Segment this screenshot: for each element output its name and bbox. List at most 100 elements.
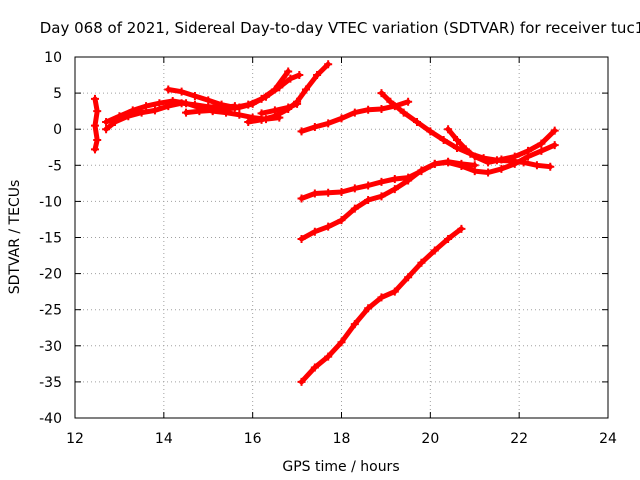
data-point-marker xyxy=(457,159,466,168)
y-tick-label: 10 xyxy=(44,50,62,66)
data-point-marker xyxy=(284,67,293,76)
axis-ticks xyxy=(74,56,609,419)
data-point-marker xyxy=(310,227,319,236)
y-tick-label: -20 xyxy=(39,267,62,283)
data-point-marker xyxy=(377,104,386,113)
data-point-marker xyxy=(452,143,461,152)
data-point-marker xyxy=(275,83,284,92)
data-point-marker xyxy=(297,234,306,243)
data-point-marker xyxy=(115,112,124,121)
data-point-marker xyxy=(324,222,333,231)
data-point-marker xyxy=(297,127,306,136)
data-point-marker xyxy=(350,108,359,117)
data-point-marker xyxy=(235,103,244,112)
data-point-marker xyxy=(284,103,293,112)
data-point-marker xyxy=(537,146,546,155)
data-point-marker xyxy=(261,92,270,101)
data-point-marker xyxy=(510,159,519,168)
data-point-marker xyxy=(297,377,306,386)
data-point-marker xyxy=(324,352,333,361)
data-point-marker xyxy=(444,157,453,166)
data-point-marker xyxy=(310,363,319,372)
data-point-marker xyxy=(235,110,244,119)
data-point-marker xyxy=(444,125,453,134)
series-arc-10 xyxy=(445,126,558,165)
data-point-marker xyxy=(337,188,346,197)
y-tick-label: -15 xyxy=(39,231,62,247)
data-point-marker xyxy=(413,117,422,126)
data-point-marker xyxy=(286,74,295,83)
data-point-marker xyxy=(310,189,319,198)
data-point-marker xyxy=(295,71,304,80)
data-point-marker xyxy=(404,273,413,282)
data-point-marker xyxy=(377,177,386,186)
data-point-marker xyxy=(537,139,546,148)
x-tick-label: 20 xyxy=(421,431,439,447)
data-point-marker xyxy=(297,194,306,203)
x-tick-labels: 12 14 16 18 20 22 24 xyxy=(66,431,617,447)
data-point-marker xyxy=(90,145,99,154)
data-point-marker xyxy=(364,181,373,190)
data-point-marker xyxy=(90,121,99,130)
data-point-marker xyxy=(350,204,359,213)
data-point-marker xyxy=(324,60,333,69)
data-point-marker xyxy=(524,152,533,161)
data-point-marker xyxy=(404,97,413,106)
data-point-marker xyxy=(444,234,453,243)
data-point-marker xyxy=(364,105,373,114)
data-point-marker xyxy=(182,99,191,108)
data-point-marker xyxy=(390,287,399,296)
y-tick-label: -35 xyxy=(39,375,62,391)
y-tick-label: 0 xyxy=(53,122,62,138)
data-point-marker xyxy=(550,141,559,150)
data-point-marker xyxy=(404,176,413,185)
data-point-marker xyxy=(510,152,519,161)
data-point-marker xyxy=(461,145,470,154)
data-point-marker xyxy=(484,168,493,177)
data-point-marker xyxy=(222,104,231,113)
y-tick-label: -40 xyxy=(39,411,62,427)
data-point-marker xyxy=(164,85,173,94)
x-tick-label: 12 xyxy=(66,431,84,447)
data-point-marker xyxy=(93,107,102,116)
data-point-marker xyxy=(313,71,322,80)
y-tick-labels: 10 5 0 -5 -10 -15 -20 -25 -30 -35 -40 xyxy=(39,50,62,427)
data-point-marker xyxy=(546,162,555,171)
data-point-marker xyxy=(364,304,373,313)
data-point-marker xyxy=(270,106,279,115)
data-point-marker xyxy=(90,94,99,103)
y-axis-label: SDTVAR / TECUs xyxy=(7,180,23,295)
data-point-marker xyxy=(417,258,426,267)
x-tick-label: 18 xyxy=(333,431,351,447)
x-tick-label: 22 xyxy=(510,431,528,447)
data-point-marker xyxy=(324,188,333,197)
data-point-marker xyxy=(417,166,426,175)
x-tick-label: 24 xyxy=(599,431,617,447)
y-tick-label: -25 xyxy=(39,303,62,319)
data-point-marker xyxy=(150,106,159,115)
data-point-marker xyxy=(390,175,399,184)
data-point-marker xyxy=(377,192,386,201)
data-point-marker xyxy=(457,224,466,233)
data-point-marker xyxy=(377,89,386,98)
data-point-marker xyxy=(337,216,346,225)
data-point-marker xyxy=(532,161,541,170)
data-point-marker xyxy=(168,97,177,106)
data-point-marker xyxy=(244,117,253,126)
data-point-marker xyxy=(484,158,493,167)
data-point-marker xyxy=(324,119,333,128)
data-point-marker xyxy=(550,126,559,135)
data-point-marker xyxy=(399,108,408,117)
data-point-marker xyxy=(430,246,439,255)
data-point-marker xyxy=(102,117,111,126)
series-arc-7 xyxy=(259,101,300,116)
x-tick-label: 14 xyxy=(155,431,173,447)
x-axis-label: GPS time / hours xyxy=(282,459,399,475)
data-point-marker xyxy=(497,155,506,164)
data-point-marker xyxy=(452,136,461,145)
data-point-marker xyxy=(364,195,373,204)
data-point-marker xyxy=(497,164,506,173)
data-point-marker xyxy=(102,125,111,134)
data-point-marker xyxy=(390,185,399,194)
